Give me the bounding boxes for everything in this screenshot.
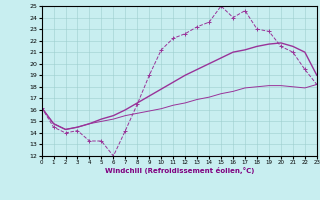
X-axis label: Windchill (Refroidissement éolien,°C): Windchill (Refroidissement éolien,°C) — [105, 167, 254, 174]
